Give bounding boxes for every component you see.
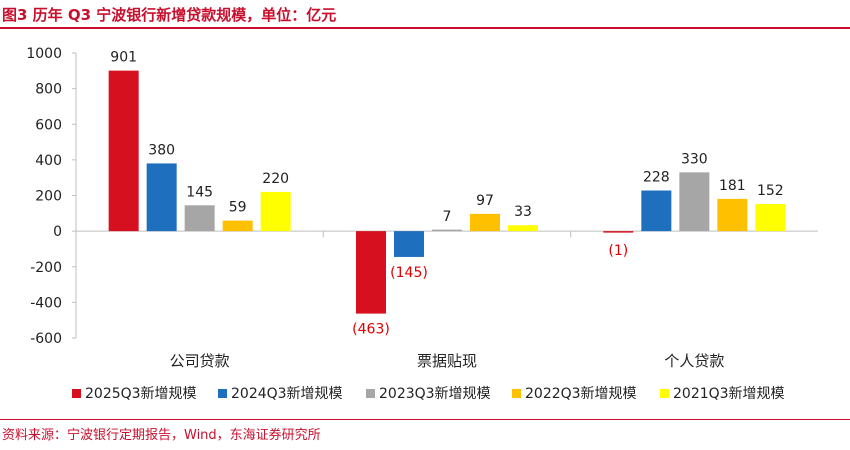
legend-swatch: [72, 389, 81, 398]
data-label: 59: [229, 200, 247, 216]
data-label: 152: [757, 183, 784, 199]
data-label: (145): [390, 265, 428, 281]
legend-label: 2022Q3新增规模: [525, 386, 637, 402]
y-tick-label: -600: [30, 331, 62, 347]
bar: [508, 225, 538, 232]
y-tick-label: -200: [30, 260, 62, 276]
y-tick-label: -400: [30, 295, 62, 311]
x-category-label: 票据贴现: [417, 352, 477, 370]
y-tick-label: 1000: [26, 46, 62, 62]
data-label: (1): [608, 243, 628, 259]
data-label: 181: [719, 178, 746, 194]
bar: [222, 220, 253, 232]
footer-rule: [0, 419, 850, 420]
y-tick-label: 400: [35, 153, 62, 169]
legend-label: 2024Q3新增规模: [231, 386, 343, 402]
x-category-label: 个人贷款: [664, 352, 724, 370]
bar: [394, 231, 424, 257]
x-category-label: 公司贷款: [170, 352, 230, 370]
bar: [679, 172, 710, 232]
bar: [470, 213, 500, 232]
legend-swatch: [218, 389, 227, 398]
y-tick-label: 800: [35, 82, 62, 98]
bar: [184, 205, 215, 232]
legend-swatch: [660, 389, 669, 398]
title-bar: 图3 历年 Q3 宁波银行新增贷款规模，单位：亿元: [0, 0, 850, 29]
bar: [356, 231, 386, 314]
data-label: 380: [148, 142, 175, 158]
legend-label: 2025Q3新增规模: [85, 386, 197, 402]
bar-chart: -600 -400 -200 0 200 400 600 800 1000 公司贷款 901 380 1…: [26, 46, 818, 402]
legend-label: 2021Q3新增规模: [673, 386, 785, 402]
bar: [755, 204, 786, 232]
bar: [146, 163, 177, 232]
bar: [641, 190, 672, 232]
data-label: 33: [514, 204, 532, 220]
source-note: 资料来源：宁波银行定期报告，Wind，东海证券研究所: [2, 428, 321, 443]
bar: [260, 191, 291, 232]
bar: [603, 231, 634, 233]
data-label: 330: [681, 151, 708, 167]
bar: [717, 198, 748, 232]
legend-label: 2023Q3新增规模: [379, 386, 491, 402]
legend-swatch: [366, 389, 375, 398]
data-label: 97: [476, 193, 494, 209]
y-tick-label: 0: [53, 224, 62, 240]
bar: [108, 70, 139, 232]
chart-title: 图3 历年 Q3 宁波银行新增贷款规模，单位：亿元: [2, 6, 337, 24]
data-label: 145: [186, 184, 213, 200]
data-label: (463): [352, 322, 390, 338]
y-tick-label: 600: [35, 117, 62, 133]
data-label: 901: [110, 50, 137, 66]
y-tick-label: 200: [35, 189, 62, 205]
legend-swatch: [512, 389, 521, 398]
data-label: 7: [443, 209, 452, 225]
title-rule: [0, 27, 850, 29]
data-label: 228: [643, 170, 670, 186]
data-label: 220: [262, 171, 289, 187]
bar: [432, 229, 462, 232]
